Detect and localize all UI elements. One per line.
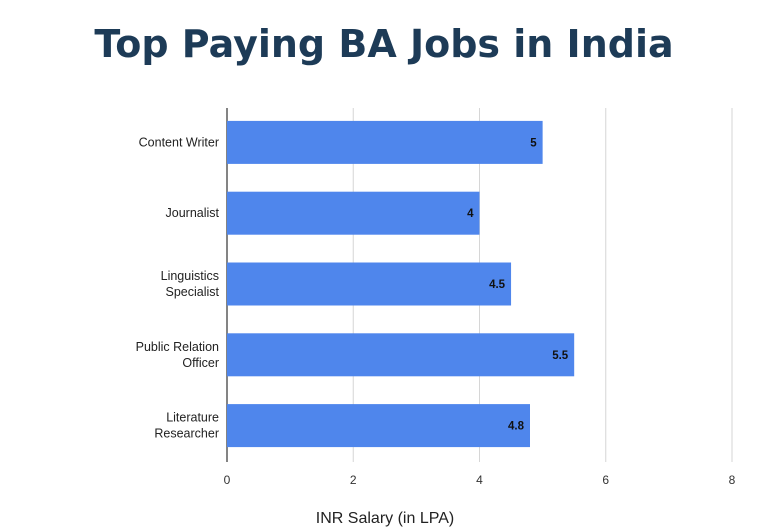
category-label: Content Writer (139, 135, 219, 149)
category-label: Public Relation Officer (136, 340, 219, 370)
x-tick-label: 0 (224, 473, 231, 487)
bar (227, 404, 530, 448)
chart-title: Top Paying BA Jobs in India (94, 22, 674, 66)
x-axis-label: INR Salary (in LPA) (316, 510, 454, 527)
x-tick-labels: 0 2 4 6 8 (224, 473, 736, 487)
x-tick-label: 2 (350, 473, 357, 487)
x-tick-label: 6 (602, 473, 609, 487)
category-labels: Content Writer Journalist Linguistics Speci… (136, 135, 220, 440)
category-label: Linguistics Specialist (161, 269, 220, 299)
bar (227, 191, 480, 235)
data-label: 4 (467, 208, 474, 220)
category-label: Journalist (166, 206, 220, 220)
x-tick-label: 8 (729, 473, 736, 487)
data-label: 4.8 (508, 421, 525, 433)
bars: 5 4 4.5 5.5 4.8 (227, 120, 575, 448)
bar (227, 120, 543, 164)
data-label: 4.5 (489, 279, 506, 291)
bar (227, 262, 512, 306)
category-label: Literature Researcher (154, 411, 219, 441)
bar (227, 333, 575, 377)
data-label: 5 (530, 137, 537, 149)
x-tick-label: 4 (476, 473, 483, 487)
data-label: 5.5 (552, 350, 569, 362)
